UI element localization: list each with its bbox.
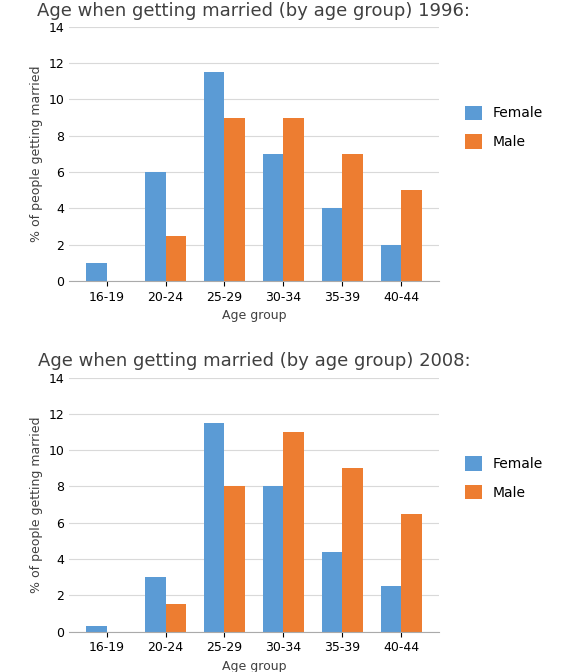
Bar bbox=[145, 172, 166, 281]
X-axis label: Age group: Age group bbox=[222, 660, 286, 672]
Bar bbox=[263, 487, 283, 632]
Legend: Female, Male: Female, Male bbox=[456, 97, 551, 157]
Bar bbox=[263, 154, 283, 281]
Bar bbox=[86, 263, 107, 281]
Bar bbox=[145, 577, 166, 632]
Y-axis label: % of people getting married: % of people getting married bbox=[30, 66, 43, 242]
Bar bbox=[283, 118, 304, 281]
Bar bbox=[380, 586, 401, 632]
Bar bbox=[204, 73, 224, 281]
Bar bbox=[401, 513, 422, 632]
Bar bbox=[86, 626, 107, 632]
Bar bbox=[401, 190, 422, 281]
Bar bbox=[166, 604, 186, 632]
Bar bbox=[224, 487, 245, 632]
Title: Age when getting married (by age group) 1996:: Age when getting married (by age group) … bbox=[38, 2, 470, 19]
Bar bbox=[224, 118, 245, 281]
Bar bbox=[166, 236, 186, 281]
Title: Age when getting married (by age group) 2008:: Age when getting married (by age group) … bbox=[38, 352, 470, 370]
Bar bbox=[342, 468, 363, 632]
Bar bbox=[204, 423, 224, 632]
Bar bbox=[321, 552, 342, 632]
Bar bbox=[321, 208, 342, 281]
Legend: Female, Male: Female, Male bbox=[456, 448, 551, 508]
Y-axis label: % of people getting married: % of people getting married bbox=[30, 417, 43, 593]
Bar bbox=[283, 432, 304, 632]
Bar bbox=[342, 154, 363, 281]
X-axis label: Age group: Age group bbox=[222, 309, 286, 323]
Bar bbox=[380, 245, 401, 281]
